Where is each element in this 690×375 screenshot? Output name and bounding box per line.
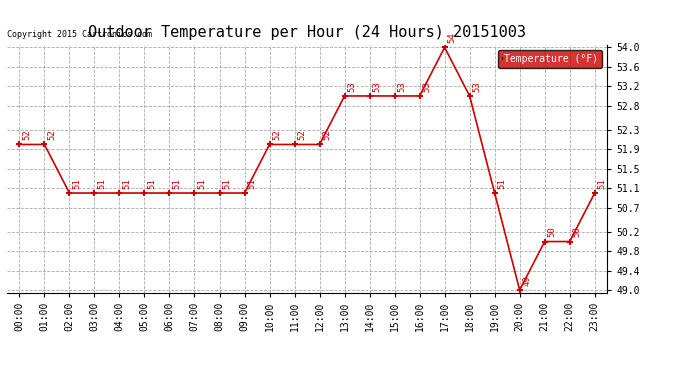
Text: 53: 53 — [422, 81, 431, 92]
Text: 51: 51 — [122, 178, 131, 189]
Text: 51: 51 — [222, 178, 231, 189]
Title: Outdoor Temperature per Hour (24 Hours) 20151003: Outdoor Temperature per Hour (24 Hours) … — [88, 25, 526, 40]
Text: 53: 53 — [373, 81, 382, 92]
Text: 51: 51 — [147, 178, 156, 189]
Text: 51: 51 — [247, 178, 256, 189]
Text: 51: 51 — [97, 178, 106, 189]
Text: 52: 52 — [22, 130, 31, 140]
Text: 51: 51 — [497, 178, 506, 189]
Text: 50: 50 — [573, 226, 582, 237]
Legend: Temperature (°F): Temperature (°F) — [497, 50, 602, 68]
Text: 52: 52 — [47, 130, 56, 140]
Text: 53: 53 — [473, 81, 482, 92]
Text: 50: 50 — [547, 226, 556, 237]
Text: 51: 51 — [598, 178, 607, 189]
Text: 52: 52 — [322, 130, 331, 140]
Text: 51: 51 — [197, 178, 206, 189]
Text: 51: 51 — [172, 178, 181, 189]
Text: 54: 54 — [447, 33, 456, 43]
Text: 49: 49 — [522, 275, 531, 286]
Text: 52: 52 — [297, 130, 306, 140]
Text: Copyright 2015 Cartronics.com: Copyright 2015 Cartronics.com — [7, 30, 152, 39]
Text: 52: 52 — [273, 130, 282, 140]
Text: 53: 53 — [397, 81, 406, 92]
Text: 51: 51 — [72, 178, 81, 189]
Text: 53: 53 — [347, 81, 356, 92]
